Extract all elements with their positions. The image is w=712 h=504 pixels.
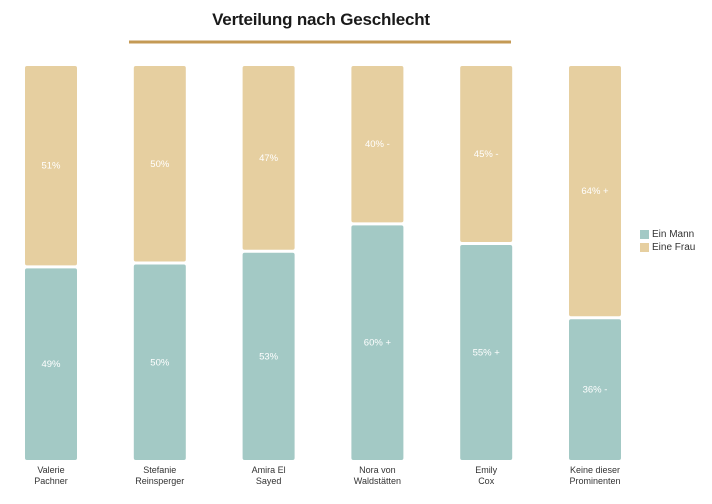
bar-segment-ein-mann-valerie-pachner	[25, 268, 77, 460]
value-label-ein-mann-stefanie-reinsperger: 50%	[150, 357, 170, 368]
bar-segment-ein-mann-emily-cox	[460, 244, 513, 460]
value-label-ein-mann-amira-el-sayed: 53%	[259, 351, 279, 362]
chart-title: Verteilung nach Geschlecht	[212, 10, 430, 29]
legend-label-eine-frau: Eine Frau	[652, 242, 696, 253]
bar-segment-ein-mann-nora-von-waldstaetten	[351, 225, 404, 460]
bars-layer	[25, 66, 621, 460]
bar-segment-ein-mann-stefanie-reinsperger	[133, 264, 186, 460]
bar-segment-eine-frau-stefanie-reinsperger	[133, 66, 186, 262]
bar-segment-eine-frau-amira-el-sayed	[242, 66, 295, 250]
value-label-eine-frau-valerie-pachner: 51%	[41, 161, 61, 172]
value-label-eine-frau-emily-cox: 45% -	[474, 149, 499, 160]
value-labels-layer: 51% 49% 50% 50% 47% 53% 40% - 60% + 45% - 55% + 64…	[41, 139, 609, 395]
bar-segment-eine-frau-emily-cox	[460, 66, 513, 242]
value-label-ein-mann-valerie-pachner: 49%	[41, 359, 61, 370]
value-label-eine-frau-amira-el-sayed: 47%	[259, 153, 279, 164]
category-label-stefanie-reinsperger: Stefanie Reinsperger	[135, 465, 184, 486]
bar-segment-eine-frau-keine-dieser-prominenten	[569, 66, 621, 317]
value-label-ein-mann-keine-dieser-prominenten: 36% -	[583, 385, 608, 396]
category-labels-layer: Valerie Pachner Stefanie Reinsperger Amira E…	[34, 465, 620, 486]
bar-segment-ein-mann-amira-el-sayed	[242, 252, 295, 460]
legend-label-ein-mann: Ein Mann	[652, 229, 695, 240]
value-label-eine-frau-stefanie-reinsperger: 50%	[150, 159, 170, 170]
bar-segment-ein-mann-keine-dieser-prominenten	[569, 319, 621, 460]
value-label-ein-mann-emily-cox: 55% +	[473, 347, 501, 358]
legend-item-ein-mann: Ein Mann	[640, 228, 695, 241]
legend-swatch-ein-mann	[640, 230, 649, 239]
category-label-keine-dieser-prominenten: Keine dieser Prominenten	[569, 465, 620, 486]
legend-swatch-eine-frau	[640, 243, 649, 252]
value-label-ein-mann-nora-von-waldstaetten: 60% +	[364, 338, 392, 349]
category-label-nora-von-waldstaetten: Nora von Waldstätten	[354, 465, 401, 486]
legend: Ein Mann Eine Frau	[640, 228, 695, 254]
bar-segment-eine-frau-nora-von-waldstaetten	[351, 66, 404, 223]
value-label-eine-frau-keine-dieser-prominenten: 64% +	[581, 186, 609, 197]
category-label-amira-el-sayed: Amira El Sayed	[252, 465, 286, 486]
category-label-valerie-pachner: Valerie Pachner	[34, 465, 68, 486]
value-label-eine-frau-nora-von-waldstaetten: 40% -	[365, 139, 390, 150]
category-label-emily-cox: Emily Cox	[475, 465, 497, 486]
bar-segment-eine-frau-valerie-pachner	[25, 66, 77, 266]
legend-item-eine-frau: Eine Frau	[640, 241, 695, 254]
